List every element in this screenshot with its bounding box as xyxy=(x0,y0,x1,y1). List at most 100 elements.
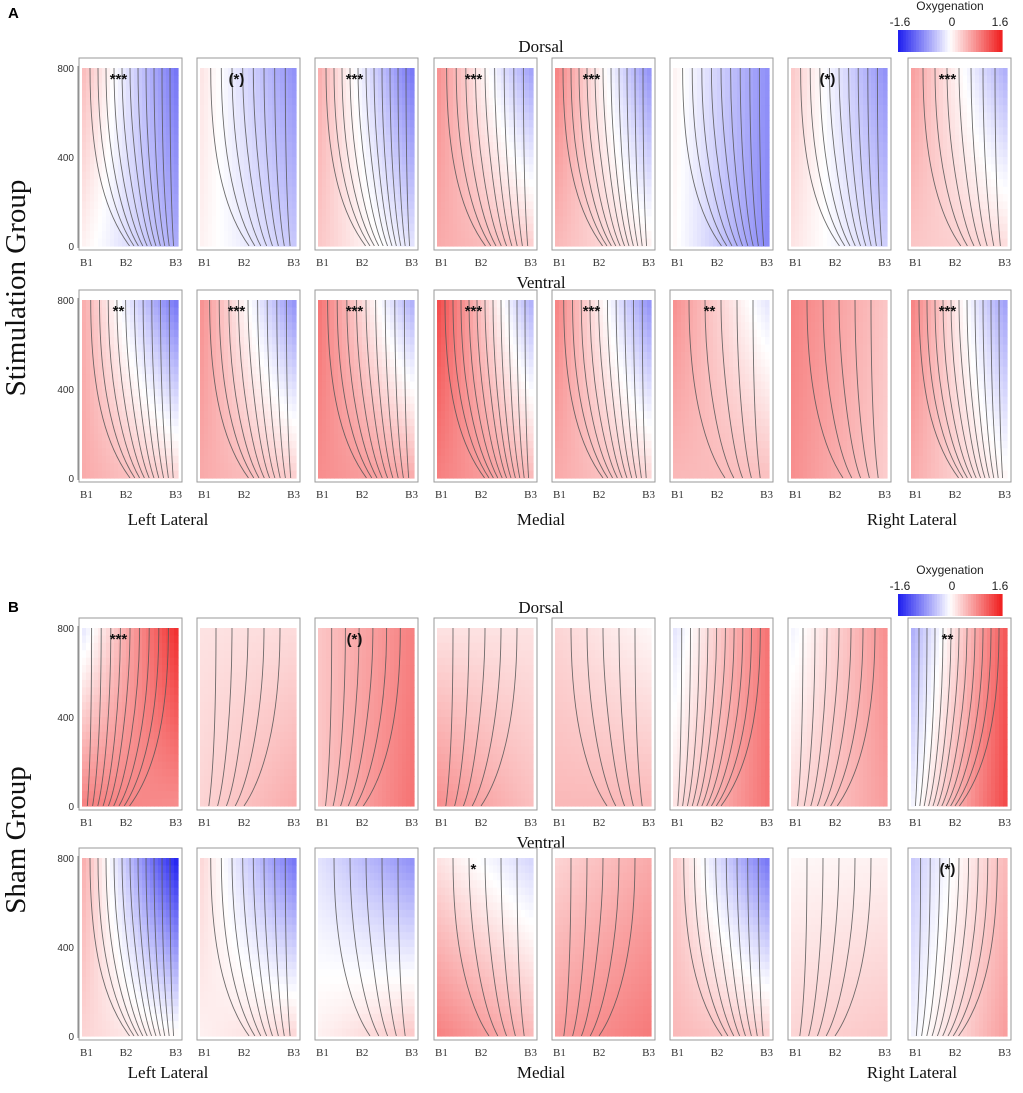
heatmap-cell xyxy=(513,90,518,99)
heatmap-cell xyxy=(987,216,992,225)
heatmap-cell xyxy=(931,194,936,203)
heatmap-cell xyxy=(611,82,616,91)
heatmap-cell xyxy=(362,112,367,121)
heatmap-cell xyxy=(204,127,209,136)
heatmap-cell xyxy=(268,186,273,195)
heatmap-cell xyxy=(923,238,928,247)
heatmap-cell xyxy=(170,97,175,106)
heatmap-cell xyxy=(497,179,502,188)
heatmap-cell xyxy=(883,90,888,99)
heatmap-cell xyxy=(567,97,572,106)
heatmap-cell xyxy=(441,238,446,247)
heatmap-cell xyxy=(477,149,482,158)
heatmap-cell xyxy=(114,231,119,240)
heatmap-cell xyxy=(138,90,143,99)
heatmap-cell xyxy=(481,119,486,128)
heatmap-cell xyxy=(437,171,442,180)
heatmap-cell xyxy=(82,75,87,84)
heatmap-cell xyxy=(82,97,87,106)
heatmap-cell xyxy=(643,90,648,99)
heatmap-cell xyxy=(204,171,209,180)
heatmap-cell xyxy=(959,164,964,173)
heatmap-cell xyxy=(725,157,730,166)
heatmap-cell xyxy=(410,216,415,225)
heatmap-cell xyxy=(875,194,880,203)
heatmap-cell xyxy=(791,105,796,114)
heatmap-cell xyxy=(615,142,620,151)
heatmap-cell xyxy=(919,82,924,91)
heatmap-cell xyxy=(587,149,592,158)
heatmap-cell xyxy=(260,68,265,77)
heatmap-cell xyxy=(979,179,984,188)
heatmap-cell xyxy=(82,208,87,217)
heatmap-cell xyxy=(276,149,281,158)
heatmap-cell xyxy=(252,171,257,180)
heatmap-cell xyxy=(358,82,363,91)
heatmap-cell xyxy=(525,112,530,121)
heatmap-cell xyxy=(689,97,694,106)
heatmap-cell xyxy=(525,171,530,180)
heatmap-cell xyxy=(162,149,167,158)
heatmap-cell xyxy=(615,68,620,77)
heatmap-cell xyxy=(975,142,980,151)
heatmap-cell xyxy=(390,90,395,99)
heatmap-cell xyxy=(453,216,458,225)
heatmap-cell xyxy=(583,90,588,99)
heatmap-cell xyxy=(370,134,375,143)
heatmap-cell xyxy=(469,142,474,151)
heatmap-cell xyxy=(631,75,636,84)
heatmap-cell xyxy=(733,90,738,99)
heatmap-cell xyxy=(232,75,237,84)
heatmap-cell xyxy=(879,179,884,188)
heatmap-cell xyxy=(469,112,474,121)
heatmap-cell xyxy=(146,171,151,180)
panel-frame xyxy=(78,289,183,483)
heatmap-cell xyxy=(803,105,808,114)
heatmap-cell xyxy=(437,149,442,158)
contour-lines xyxy=(325,68,411,246)
y-tick-label: 400 xyxy=(57,385,74,396)
heatmap-cell xyxy=(485,142,490,151)
heatmap-cell xyxy=(334,68,339,77)
heatmap-cell xyxy=(911,112,916,121)
heatmap-cell xyxy=(118,134,123,143)
heatmap-cell xyxy=(967,238,972,247)
heatmap-cell xyxy=(362,216,367,225)
heatmap-cell xyxy=(875,238,880,247)
heatmap-cell xyxy=(607,201,612,210)
heatmap-cell xyxy=(737,179,742,188)
heatmap-cell xyxy=(705,127,710,136)
heatmap-cell xyxy=(811,105,816,114)
heatmap-cell xyxy=(350,112,355,121)
heatmap-cell xyxy=(639,194,644,203)
heatmap-cell xyxy=(158,201,163,210)
heatmap-cell xyxy=(174,97,179,106)
heatmap-cell xyxy=(871,97,876,106)
heatmap-cell xyxy=(366,208,371,217)
colorbar-swatch xyxy=(942,594,946,616)
heatmap-cell xyxy=(449,186,454,195)
heatmap-cell xyxy=(134,208,139,217)
heatmap-cell xyxy=(264,194,269,203)
heatmap-cell xyxy=(378,127,383,136)
heatmap-cell xyxy=(366,82,371,91)
heatmap-cell xyxy=(90,351,95,360)
heatmap-cell xyxy=(963,75,968,84)
heatmap-cell xyxy=(268,127,273,136)
heatmap-cell xyxy=(501,164,506,173)
heatmap-cell xyxy=(82,359,87,368)
heatmap-cell xyxy=(212,68,217,77)
heatmap-cell xyxy=(126,223,131,232)
heatmap-cell xyxy=(126,134,131,143)
heatmap-cell xyxy=(158,179,163,188)
heatmap-cell xyxy=(995,208,1000,217)
colorbar-swatch xyxy=(939,594,943,616)
heatmap-cell xyxy=(513,68,518,77)
heatmap-cell xyxy=(410,149,415,158)
heatmap-cell xyxy=(713,90,718,99)
heatmap-cell xyxy=(102,164,107,173)
heatmap-cell xyxy=(174,142,179,151)
heatmap-cell xyxy=(559,194,564,203)
colorbar-swatch xyxy=(931,594,935,616)
heatmap-cell xyxy=(721,142,726,151)
